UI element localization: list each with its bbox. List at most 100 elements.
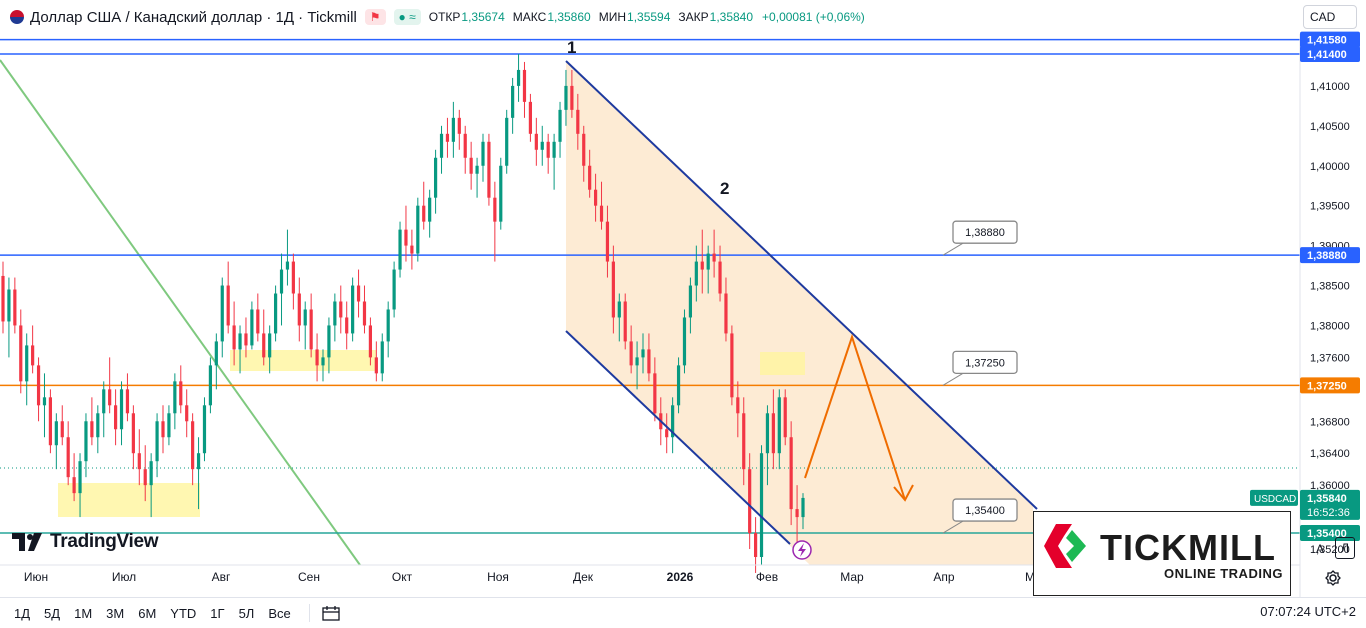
tradingview-logo[interactable]: TradingView (12, 531, 159, 553)
candle-body (244, 333, 248, 346)
x-tick-label: Мар (840, 570, 864, 584)
candle-body (392, 269, 396, 310)
period-5d[interactable]: 5Д (44, 605, 61, 621)
candle-body (599, 205, 604, 222)
y-tick-label: 1,41000 (1310, 81, 1350, 93)
clock[interactable]: 07:07:24 UTC+2 (1260, 604, 1356, 619)
symbol-flag-icon (10, 10, 24, 24)
period-all[interactable]: Все (268, 605, 291, 621)
candle-body (339, 301, 343, 318)
period-3m[interactable]: 3М (106, 605, 125, 621)
x-tick-label: Дек (573, 570, 594, 584)
tickmill-name: TICKMILL (1100, 527, 1276, 568)
bottom-toolbar: 1Д 5Д 1М 3М 6М YTD 1Г 5Л Все 07:07:24 UT… (0, 597, 1366, 628)
candle-body (173, 381, 177, 414)
lightning-event-icon[interactable] (792, 540, 812, 560)
candle-body (309, 309, 313, 350)
price-label-box (1300, 489, 1360, 520)
callout-box[interactable] (952, 220, 1018, 244)
callout-label: 1,37250 (965, 357, 1005, 369)
ohlc-low: МИН1,35594 (598, 10, 671, 24)
symbol-tag-box (1250, 489, 1298, 506)
candle-body (505, 117, 509, 166)
candle-body (185, 405, 189, 422)
callout-box[interactable] (952, 350, 1018, 374)
candle-body (36, 365, 41, 406)
candle-body (191, 421, 195, 470)
channel-lower-line[interactable] (565, 330, 791, 545)
candle-body (676, 365, 681, 406)
candle-body (13, 289, 17, 326)
y-tick-label: 1,39500 (1310, 201, 1350, 213)
candle-body (694, 261, 698, 286)
candle-body (214, 341, 218, 366)
y-tick-label: 1,40000 (1310, 161, 1350, 173)
candle-body (297, 293, 301, 326)
trendline-green[interactable] (0, 59, 361, 566)
candle-body (410, 245, 414, 254)
candle-body (125, 389, 130, 414)
candle-body (143, 469, 147, 486)
candle-body (404, 229, 408, 246)
candle-body (374, 357, 378, 374)
candle-body (238, 333, 242, 350)
callout-box[interactable] (952, 498, 1018, 522)
callout-label: 1,35400 (965, 505, 1005, 517)
candle-body (724, 293, 728, 334)
candle-body (1, 275, 5, 322)
tickmill-tagline: ONLINE TRADING (1164, 566, 1283, 581)
retest-highlight-box (760, 352, 805, 375)
candle-body (540, 141, 544, 150)
candle-body (161, 421, 165, 438)
candle-body (487, 141, 491, 198)
log-scale-button[interactable]: Л (1335, 537, 1355, 559)
period-1m[interactable]: 1М (74, 605, 93, 621)
candle-body (345, 317, 349, 334)
period-ytd[interactable]: YTD (170, 605, 197, 621)
candle-body (635, 357, 639, 366)
period-1d[interactable]: 1Д (14, 605, 31, 621)
auto-scale-button[interactable]: A (1315, 542, 1324, 556)
candle-body (66, 437, 70, 478)
candle-body (428, 197, 432, 222)
y-tick-label: 1,40500 (1310, 121, 1350, 133)
candle-body (96, 413, 100, 438)
candle-body (273, 293, 278, 334)
candle-body (617, 301, 621, 318)
candle-body (771, 413, 775, 454)
y-tick-label: 1,36800 (1310, 416, 1350, 428)
candle-body (463, 133, 467, 158)
period-5y[interactable]: 5Л (238, 605, 255, 621)
candle-body (351, 285, 355, 334)
candle-body (700, 261, 704, 270)
callout-label: 1,38880 (965, 227, 1005, 239)
x-tick-label: Июн (24, 570, 48, 584)
candle-body (759, 453, 764, 558)
sell-flag-icon[interactable]: ⚑ (364, 9, 386, 25)
calendar-icon[interactable] (322, 605, 340, 621)
candle-body (647, 349, 651, 374)
candle-body (72, 477, 76, 494)
candle-body (48, 397, 53, 446)
candle-body (416, 205, 420, 254)
candle-body (706, 253, 710, 270)
candle-body (623, 301, 627, 342)
candle-body (386, 309, 390, 342)
candle-body (60, 421, 64, 438)
gear-icon[interactable] (1324, 569, 1342, 587)
candle-body (54, 421, 58, 446)
price-label-text: 1,38880 (1307, 250, 1347, 262)
candle-body (262, 333, 266, 358)
candle-body (279, 269, 284, 294)
candle-body (511, 85, 515, 118)
currency-select[interactable]: CAD (1303, 5, 1357, 29)
market-status-badge[interactable]: ● ≈ (393, 9, 421, 25)
callout-pointer (942, 520, 964, 534)
chart-header: Доллар США / Канадский доллар · 1Д · Tic… (0, 0, 1300, 34)
channel-upper-line[interactable] (565, 60, 1038, 510)
candle-body (671, 405, 675, 438)
symbol-title[interactable]: Доллар США / Канадский доллар · 1Д · Tic… (30, 8, 357, 26)
period-6m[interactable]: 6М (138, 605, 157, 621)
period-1y[interactable]: 1Г (210, 605, 225, 621)
